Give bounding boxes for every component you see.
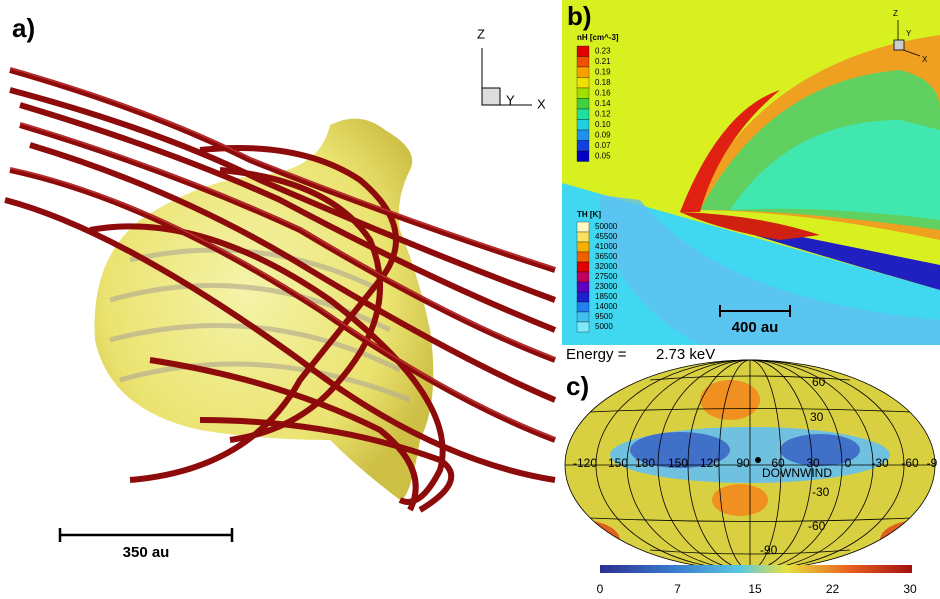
axis-label: X bbox=[922, 55, 928, 64]
legend-label: 5000 bbox=[595, 322, 613, 331]
legend-label: 14000 bbox=[595, 302, 618, 311]
scale-label: 400 au bbox=[732, 319, 779, 336]
axis-label: Z bbox=[477, 26, 485, 41]
colorbar-ticks: 0 7 15 22 30 bbox=[597, 582, 917, 596]
panel-label: c) bbox=[566, 371, 589, 401]
colorbar-tick: 15 bbox=[748, 582, 762, 596]
legend-label: 23000 bbox=[595, 282, 618, 291]
legend-label: 0.12 bbox=[595, 109, 611, 118]
legend-label: 36500 bbox=[595, 252, 618, 261]
colorbar-tick: 22 bbox=[826, 582, 840, 596]
legend-swatch bbox=[577, 262, 589, 272]
legend-swatch bbox=[577, 252, 589, 262]
panel-label: b) bbox=[567, 1, 592, 31]
legend-label: 41000 bbox=[595, 242, 618, 251]
lon-label: -120 bbox=[573, 456, 597, 470]
legend-title: nH [cm^-3] bbox=[577, 33, 619, 42]
lat-label: 60 bbox=[812, 375, 826, 389]
lon-label: -60 bbox=[901, 456, 919, 470]
legend-swatch bbox=[577, 141, 589, 152]
legend: 0.23 0.210.19 0.180.16 0.140.12 0.100.09 0.07… bbox=[577, 46, 611, 162]
legend-label: 0.05 bbox=[595, 151, 611, 160]
legend-label: 9500 bbox=[595, 312, 613, 321]
panel-label: a) bbox=[12, 13, 35, 43]
legend-label: 0.23 bbox=[595, 46, 611, 55]
panel-b: b) Z Y X nH [cm^-3] 0.23 0.210.19 0.180.16… bbox=[562, 0, 940, 345]
lat-label: -60 bbox=[808, 519, 826, 533]
legend-label: 0.10 bbox=[595, 120, 611, 129]
legend-swatch bbox=[577, 88, 589, 99]
axis-label: X bbox=[537, 96, 546, 111]
lon-label: 120 bbox=[700, 456, 720, 470]
legend-swatch bbox=[577, 120, 589, 131]
legend-swatch bbox=[577, 46, 589, 57]
scale-bar bbox=[60, 528, 232, 542]
legend-swatch bbox=[577, 57, 589, 68]
legend-label: 45500 bbox=[595, 232, 618, 241]
legend-label: 0.09 bbox=[595, 130, 611, 139]
axis-label: Y bbox=[906, 29, 912, 38]
legend-swatch bbox=[577, 109, 589, 120]
legend-label: 18500 bbox=[595, 292, 618, 301]
colorbar-tick: 30 bbox=[903, 582, 917, 596]
legend-swatch bbox=[577, 282, 589, 292]
lon-label: 90 bbox=[736, 456, 750, 470]
legend-title: TH [K] bbox=[577, 210, 601, 219]
legend-swatch bbox=[577, 302, 589, 312]
colorbar-tick: 0 bbox=[597, 582, 604, 596]
legend-swatch bbox=[577, 272, 589, 282]
legend-swatch bbox=[577, 130, 589, 141]
marker-label: DOWNWIND bbox=[762, 466, 832, 480]
axis-label: Y bbox=[506, 92, 515, 107]
colorbar-tick: 7 bbox=[674, 582, 681, 596]
legend-label: 32000 bbox=[595, 262, 618, 271]
colorbar bbox=[600, 565, 912, 573]
lon-label: 150 bbox=[608, 456, 628, 470]
scale-label: 350 au bbox=[123, 544, 170, 561]
legend-swatch bbox=[577, 151, 589, 162]
lat-label: -30 bbox=[812, 485, 830, 499]
lon-label: 0 bbox=[845, 456, 852, 470]
legend-label: 0.16 bbox=[595, 88, 611, 97]
legend-label: 0.19 bbox=[595, 67, 611, 76]
legend-swatch bbox=[577, 312, 589, 322]
page: {"panel_a": {"label": "a)", "axes": {"z"… bbox=[0, 0, 940, 599]
legend-label: 0.21 bbox=[595, 57, 611, 66]
lat-label: 30 bbox=[810, 410, 824, 424]
legend-label: 0.18 bbox=[595, 78, 611, 87]
legend: 5000045500410003650032000275002300018500… bbox=[577, 222, 618, 332]
lon-label: 150 bbox=[668, 456, 688, 470]
legend-swatch bbox=[577, 232, 589, 242]
legend-swatch bbox=[577, 222, 589, 232]
figure: a) Z Y X 350 au b) Z Y X nH [cm^-3] 0.23… bbox=[0, 0, 940, 599]
energy-label: Energy = bbox=[566, 346, 627, 363]
legend-swatch bbox=[577, 242, 589, 252]
legend-swatch bbox=[577, 322, 589, 332]
legend-swatch bbox=[577, 292, 589, 302]
energy-value: 2.73 keV bbox=[656, 346, 715, 363]
legend-label: 50000 bbox=[595, 222, 618, 231]
downwind-marker bbox=[755, 457, 761, 463]
legend-swatch bbox=[577, 78, 589, 89]
lon-label: -9 bbox=[927, 456, 938, 470]
legend-label: 27500 bbox=[595, 272, 618, 281]
legend-swatch bbox=[577, 67, 589, 78]
panel-a: a) Z Y X 350 au bbox=[5, 13, 555, 561]
legend-swatch bbox=[577, 99, 589, 110]
legend-label: 0.14 bbox=[595, 99, 611, 108]
axis-label: Z bbox=[893, 9, 898, 18]
lat-label: -90 bbox=[760, 543, 778, 557]
lon-label: -30 bbox=[871, 456, 889, 470]
legend-label: 0.07 bbox=[595, 141, 611, 150]
lon-label: 180 bbox=[635, 456, 655, 470]
